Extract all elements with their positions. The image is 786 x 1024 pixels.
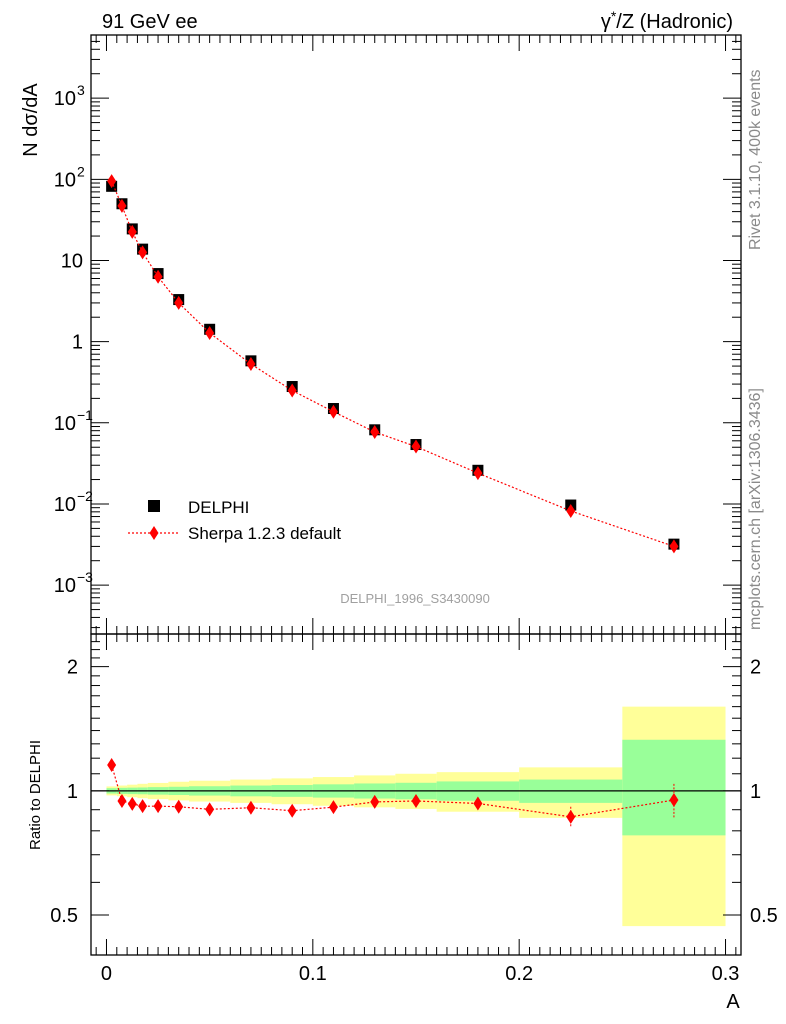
header-left: 91 GeV ee [102,11,198,33]
ratio-sherpa-point [246,800,256,815]
sherpa-point [246,357,256,372]
x-axis-label: A [726,991,740,1013]
sherpa-line [111,180,675,547]
sherpa-point [117,198,127,213]
ratio-y-label: Ratio to DELPHI [27,740,44,850]
sherpa-point [287,383,297,398]
legend-sherpa-label: Sherpa 1.2.3 default [188,524,341,543]
ratio-sherpa-point [566,809,576,824]
y-tick-exponent: 3 [77,82,85,98]
sherpa-point [153,269,163,284]
main-frame [90,34,742,635]
ratio-y-tick-label: 1 [67,781,78,803]
ratio-sherpa-point [117,793,127,808]
ratio-sherpa-point [411,793,421,808]
watermark: DELPHI_1996_S3430090 [340,591,490,606]
sherpa-point [127,224,137,239]
ratio-sherpa-point [127,796,137,811]
main-y-label: N dσ/dA [20,83,42,157]
y-tick-label: 10 [54,88,76,110]
ratio-sherpa-point [107,758,117,773]
ratio-plot: 0 0.1 0.2 0.3 0.5 0.5 1 1 2 2 [50,633,778,985]
header-right: γ*/Z (Hadronic) [601,8,733,33]
y-tick-label: 10 [54,575,76,597]
sherpa-point [411,439,421,454]
ratio-y-tick-label: 2 [750,657,761,679]
ratio-sherpa-point [328,800,338,815]
x-tick-label: 0.2 [505,963,533,985]
sherpa-point [566,503,576,518]
x-tick-label: 0 [101,963,112,985]
sherpa-point [328,404,338,419]
ratio-y-tick-label: 1 [750,781,761,803]
ratio-y-tick-label: 0.5 [750,905,778,927]
ratio-sherpa-point [287,803,297,818]
ratio-sherpa-point [138,799,148,814]
ratio-sherpa-point [153,799,163,814]
sherpa-point [669,539,679,554]
sherpa-point [107,174,117,189]
legend-delphi-marker [148,500,160,512]
ratio-y-tick-label: 2 [67,657,78,679]
ratio-sherpa-point [174,799,184,814]
x-tick-label: 0.1 [299,963,327,985]
y-tick-exponent: −2 [77,488,93,504]
y-tick-label: 1 [72,332,83,354]
rivet-label: Rivet 3.1.10, 400k events [747,69,764,250]
sherpa-point [174,295,184,310]
y-tick-label: 10 [61,250,83,272]
sherpa-point [138,245,148,260]
y-tick-label: 10 [54,169,76,191]
legend-delphi-label: DELPHI [188,498,249,517]
mcplots-label: mcplots.cern.ch [arXiv:1306.3436] [747,388,764,630]
y-tick-label: 10 [54,494,76,516]
ratio-sherpa-point [370,794,380,809]
y-tick-label: 10 [54,413,76,435]
header-superscript: * [611,8,617,24]
sherpa-point [205,325,215,340]
ratio-sherpa-point [205,802,215,817]
sherpa-point [473,466,483,481]
legend-sherpa-marker [149,526,159,540]
y-tick-exponent: 2 [77,163,85,179]
y-tick-exponent: −1 [77,407,93,423]
sherpa-point [370,425,380,440]
ratio-y-tick-label: 0.5 [50,905,78,927]
ratio-sherpa-point [669,793,679,808]
y-tick-exponent: −3 [77,569,93,585]
ratio-sherpa-point [473,796,483,811]
x-tick-label: 0.3 [712,963,740,985]
legend: DELPHI Sherpa 1.2.3 default [128,498,341,543]
